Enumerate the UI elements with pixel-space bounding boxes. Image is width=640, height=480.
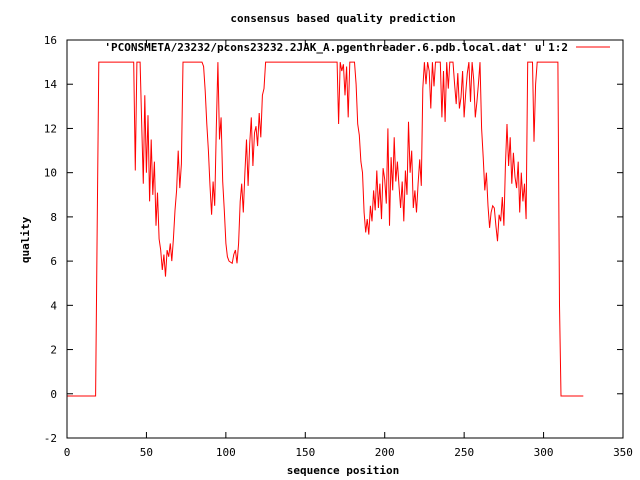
x-tick-label: 150 (295, 446, 315, 459)
y-tick-label: 16 (44, 34, 57, 47)
axis-ticks (66, 39, 624, 439)
y-tick-label: 0 (50, 388, 57, 401)
legend: 'PCONSMETA/23232/pcons23232.2JAK_A.pgent… (104, 41, 610, 54)
y-tick-label: 8 (50, 211, 57, 224)
x-tick-label: 300 (534, 446, 554, 459)
legend-label: 'PCONSMETA/23232/pcons23232.2JAK_A.pgent… (104, 41, 568, 54)
y-tick-label: -2 (44, 432, 57, 445)
x-tick-label: 0 (64, 446, 71, 459)
axis-tick-labels: 0 50 100 150 200 250 300 350 -2 0 2 4 6 8 10 12 14 16 (44, 34, 633, 459)
x-tick-label: 350 (613, 446, 633, 459)
plot-frame (66, 39, 624, 439)
y-tick-label: 14 (44, 78, 58, 91)
x-tick-label: 200 (375, 446, 395, 459)
y-axis-label: quality (19, 216, 32, 263)
y-tick-label: 12 (44, 122, 57, 135)
x-tick-label: 250 (454, 446, 474, 459)
series-line (67, 61, 584, 397)
y-tick-label: 2 (50, 344, 57, 357)
y-tick-label: 10 (44, 167, 57, 180)
x-tick-label: 100 (216, 446, 236, 459)
chart-title: consensus based quality prediction (230, 12, 455, 25)
x-tick-label: 50 (140, 446, 153, 459)
y-tick-label: 4 (50, 299, 57, 312)
x-axis-label: sequence position (287, 464, 400, 477)
y-tick-label: 6 (50, 255, 57, 268)
